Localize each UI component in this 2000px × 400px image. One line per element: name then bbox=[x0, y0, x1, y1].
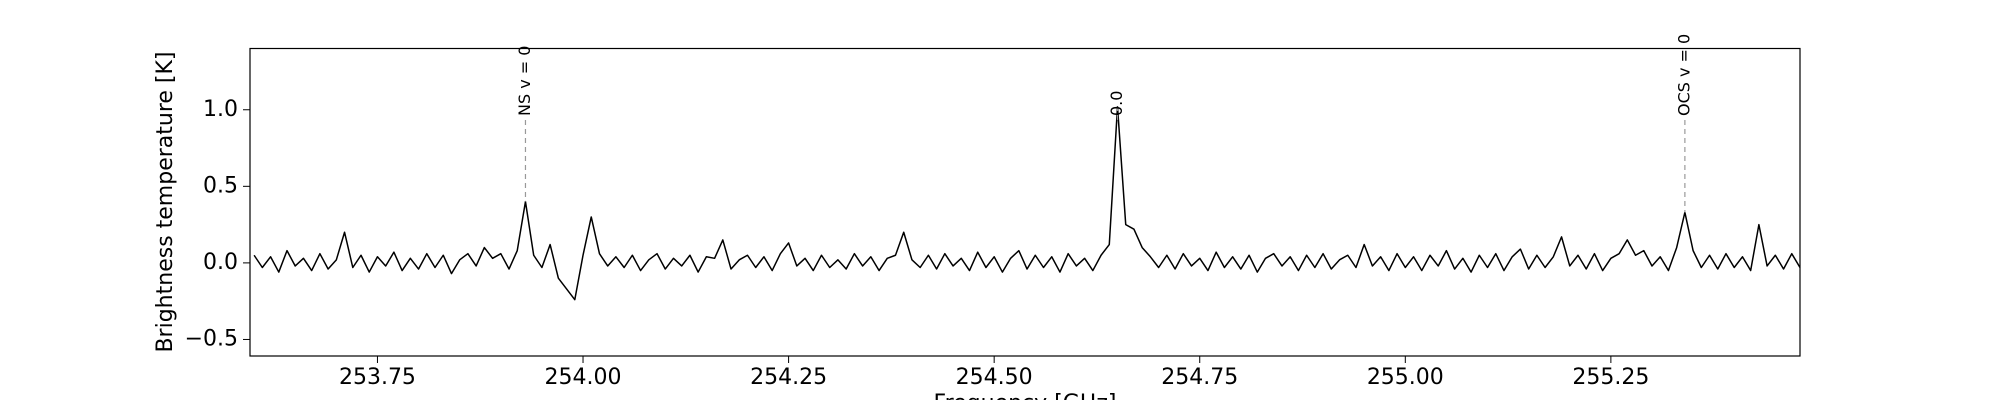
y-tick-label: 0.0 bbox=[203, 250, 238, 275]
x-axis-label: Frequency [GHz] bbox=[934, 391, 1117, 400]
x-tick-label: 254.75 bbox=[1161, 365, 1238, 390]
y-tick-label: 1.0 bbox=[203, 97, 238, 122]
x-tick-label: 254.25 bbox=[750, 365, 827, 390]
y-tick-label: 0.5 bbox=[203, 173, 238, 198]
annotation-label: OCS v = 0 bbox=[1674, 34, 1693, 116]
plot-frame bbox=[249, 47, 1801, 357]
x-tick-label: 254.00 bbox=[545, 365, 622, 390]
y-axis-label: Brightness temperature [K] bbox=[153, 51, 178, 352]
x-tick-label: 255.00 bbox=[1367, 365, 1444, 390]
spectrum-line bbox=[253, 105, 1801, 301]
y-tick-label: −0.5 bbox=[185, 326, 238, 351]
annotation-label: 0.0 bbox=[1107, 91, 1126, 116]
x-tick-label: 254.50 bbox=[956, 365, 1033, 390]
x-tick-label: 255.25 bbox=[1572, 365, 1649, 390]
annotation-label: NS v = 0 bbox=[515, 46, 534, 116]
x-tick-label: 253.75 bbox=[339, 365, 416, 390]
